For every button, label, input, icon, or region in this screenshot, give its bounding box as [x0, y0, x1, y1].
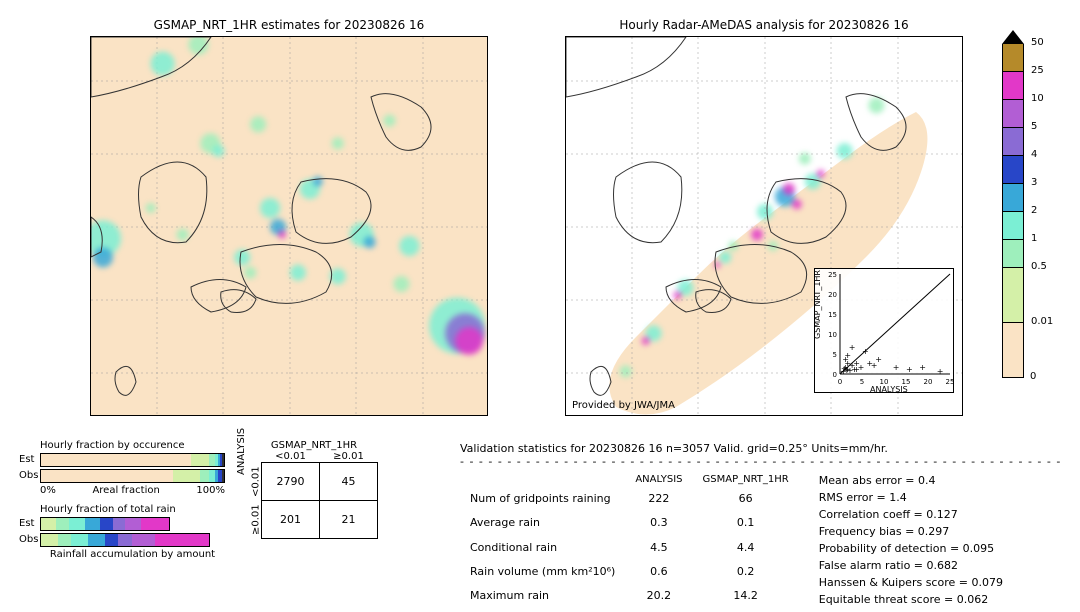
left-map-title: GSMAP_NRT_1HR estimates for 20230826 16 [90, 18, 488, 32]
left-map: 125°E130°E135°E140°E145°E25°N30°N35°N40°… [90, 36, 488, 416]
occurrence-panel: Hourly fraction by occurence Est Obs 0% … [40, 440, 225, 560]
svg-text:+: + [871, 361, 878, 370]
inset-xlabel: ANALYSIS [870, 385, 908, 394]
svg-text:20: 20 [924, 378, 933, 386]
svg-text:+: + [906, 365, 913, 374]
provided-by: Provided by JWA/JMA [572, 400, 675, 411]
totalrain-est-bar: Est [40, 517, 170, 531]
svg-text:+: + [919, 363, 926, 372]
occurrence-title: Hourly fraction by occurence [40, 440, 225, 451]
right-map: +++++++++++++++++++++++ 0510152025 05101… [565, 36, 963, 416]
right-map-panel: Hourly Radar-AMeDAS analysis for 2023082… [565, 18, 963, 416]
svg-text:25: 25 [828, 271, 837, 279]
totalrain-obs-bar: Obs [40, 533, 210, 547]
right-map-title: Hourly Radar-AMeDAS analysis for 2023082… [565, 18, 963, 32]
occurrence-est-bar: Est [40, 453, 225, 467]
svg-text:+: + [844, 351, 851, 360]
svg-text:+: + [853, 365, 860, 374]
colorbar: 502510543210.50.010 [1002, 30, 1062, 378]
left-map-grid [91, 37, 488, 416]
contingency-ylabel: ANALYSIS [236, 428, 247, 475]
contingency-table: GSMAP_NRT_1HR ANALYSIS <0.01≥0.01 <0.01 … [250, 440, 378, 539]
inset-ylabel: GSMAP_NRT_1HR [813, 270, 822, 339]
totalrain-title: Hourly fraction of total rain [40, 504, 225, 515]
validation-stats: Validation statistics for 20230826 16 n=… [460, 442, 1060, 608]
svg-text:20: 20 [828, 291, 837, 299]
svg-text:5: 5 [860, 378, 864, 386]
svg-text:0: 0 [838, 378, 842, 386]
svg-text:+: + [937, 367, 944, 376]
scatter-inset: +++++++++++++++++++++++ 0510152025 05101… [814, 268, 954, 393]
svg-text:25: 25 [946, 378, 955, 386]
svg-text:10: 10 [828, 331, 837, 339]
colorbar-cap-icon [1002, 30, 1024, 44]
svg-text:15: 15 [828, 311, 837, 319]
svg-text:0: 0 [833, 371, 837, 379]
left-map-panel: GSMAP_NRT_1HR estimates for 20230826 16 [90, 18, 488, 416]
occurrence-obs-bar: Obs [40, 469, 225, 483]
contingency-title: GSMAP_NRT_1HR [250, 440, 378, 451]
validation-underline: - - - - - - - - - - - - - - - - - - - - … [460, 455, 1060, 468]
coastlines [91, 37, 431, 395]
svg-text:+: + [849, 343, 856, 352]
svg-text:+: + [862, 347, 869, 356]
validation-table: ANALYSISGSMAP_NRT_1HR Num of gridpoints … [460, 472, 799, 608]
svg-text:5: 5 [833, 351, 837, 359]
svg-text:+: + [893, 363, 900, 372]
validation-title: Validation statistics for 20230826 16 n=… [460, 442, 1060, 455]
totalrain-caption: Rainfall accumulation by amount [40, 549, 225, 560]
validation-metrics: Mean abs error = 0.4RMS error = 1.4Corre… [819, 472, 1003, 608]
